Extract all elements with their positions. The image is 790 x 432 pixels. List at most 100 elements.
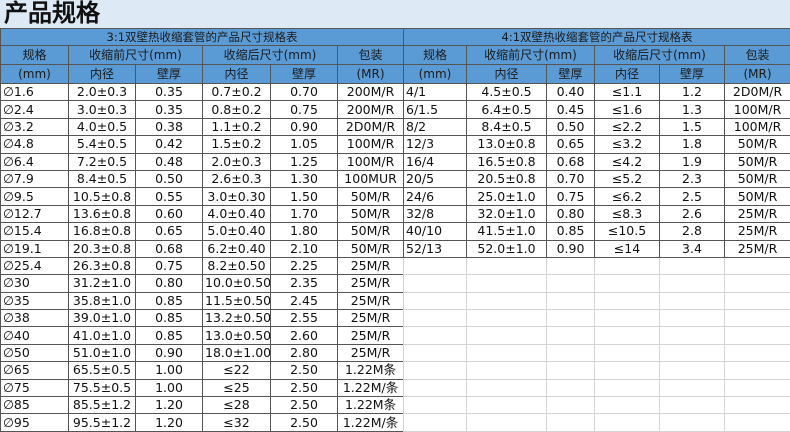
cell-spec: 8/2 [404,118,467,135]
cell-before-wall: 0.35 [136,101,203,118]
cell-after-inner: 0.8±0.2 [203,101,271,118]
cell-spec: ∅40 [1,327,69,344]
cell-spec: ∅19.1 [1,240,69,257]
cell-spec: ∅85 [1,397,69,414]
cell-after-inner: 3.0±0.30 [203,188,271,205]
table-title: 3:1双壁热收缩套管的产品尺寸规格表 [1,29,404,46]
cell-packing: 50M/R [725,153,790,170]
cell-packing: 1.22M/条 [338,414,404,431]
cell-after-wall: 2.60 [271,327,338,344]
cell-packing: 25M/R [338,310,404,327]
cell-before-wall: 0.65 [547,136,595,153]
cell-after-inner: ≤32 [203,414,271,431]
cell-after-wall: 2.35 [271,275,338,292]
empty-cell [404,414,467,431]
cell-after-wall: 1.3 [660,101,725,118]
empty-cell [547,397,595,414]
title-bar: 产品规格 [0,0,790,28]
cell-after-wall: 2.80 [271,344,338,361]
cell-after-wall: 1.70 [271,205,338,222]
empty-cell [595,327,660,344]
cell-before-inner: 65.5±0.5 [69,362,136,379]
cell-after-wall: 0.90 [271,118,338,135]
header-before-inner: 内径 [467,65,547,84]
empty-row [404,362,790,379]
cell-before-inner: 10.5±0.8 [69,188,136,205]
cell-before-inner: 7.2±0.5 [69,153,136,170]
cell-after-wall: 1.8 [660,136,725,153]
header-packing-unit: (MR) [338,65,404,84]
cell-packing: 50M/R [725,170,790,187]
cell-after-wall: 2.55 [271,310,338,327]
cell-after-wall: 2.25 [271,257,338,274]
cell-before-inner: 20.3±0.8 [69,240,136,257]
empty-cell [404,257,467,274]
empty-cell [660,414,725,431]
cell-before-wall: 0.40 [547,84,595,101]
cell-spec: 40/10 [404,223,467,240]
cell-before-inner: 41.5±1.0 [467,223,547,240]
cell-after-wall: 2.5 [660,188,725,205]
cell-before-wall: 0.75 [547,188,595,205]
cell-after-inner: 2.0±0.3 [203,153,271,170]
cell-after-inner: 18.0±1.00 [203,344,271,361]
empty-cell [725,327,790,344]
empty-cell [467,397,547,414]
cell-packing: 25M/R [338,275,404,292]
cell-packing: 50M/R [338,240,404,257]
cell-before-wall: 0.85 [547,223,595,240]
cell-after-inner: 1.1±0.2 [203,118,271,135]
empty-cell [547,379,595,396]
empty-cell [660,362,725,379]
empty-cell [725,310,790,327]
cell-before-inner: 6.4±0.5 [467,101,547,118]
header-spec-unit: (mm) [1,65,69,84]
header-spec: 规格 [404,46,467,65]
cell-spec: ∅7.9 [1,170,69,187]
cell-after-wall: 1.05 [271,136,338,153]
cell-spec: ∅1.6 [1,84,69,101]
cell-after-wall: 2.8 [660,223,725,240]
empty-cell [595,292,660,309]
empty-row [404,257,790,274]
cell-after-inner: ≤28 [203,397,271,414]
cell-spec: ∅15.4 [1,223,69,240]
cell-spec: ∅25.4 [1,257,69,274]
cell-before-inner: 4.5±0.5 [467,84,547,101]
cell-after-inner: ≤3.2 [595,136,660,153]
cell-after-inner: 8.2±0.50 [203,257,271,274]
cell-before-wall: 0.38 [136,118,203,135]
empty-cell [595,362,660,379]
cell-after-inner: ≤14 [595,240,660,257]
cell-after-wall: 1.9 [660,153,725,170]
cell-spec: 12/3 [404,136,467,153]
cell-before-inner: 16.8±0.8 [69,223,136,240]
cell-before-inner: 41.0±1.0 [69,327,136,344]
header-before-wall: 壁厚 [136,65,203,84]
cell-after-inner: ≤8.3 [595,205,660,222]
cell-before-wall: 1.00 [136,362,203,379]
cell-before-wall: 0.68 [547,153,595,170]
cell-spec: 4/1 [404,84,467,101]
cell-before-wall: 0.48 [136,153,203,170]
cell-spec: 20/5 [404,170,467,187]
empty-cell [595,379,660,396]
empty-cell [660,397,725,414]
empty-row [404,275,790,292]
empty-cell [725,379,790,396]
header-after-inner: 内径 [595,65,660,84]
cell-before-wall: 0.85 [136,310,203,327]
cell-after-wall: 0.70 [271,84,338,101]
cell-before-inner: 39.0±1.0 [69,310,136,327]
table-title: 4:1双壁热收缩套管的产品尺寸规格表 [404,29,790,46]
cell-after-inner: ≤5.2 [595,170,660,187]
cell-before-wall: 0.42 [136,136,203,153]
empty-cell [660,327,725,344]
